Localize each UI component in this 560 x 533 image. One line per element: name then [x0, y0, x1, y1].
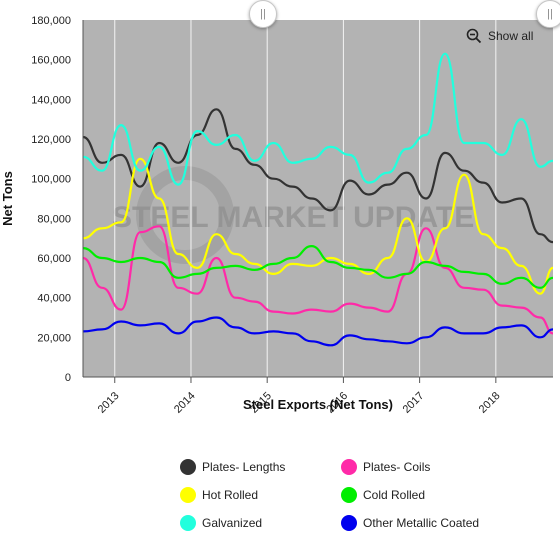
y-axis: 0 20,000 40,000 60,000 80,000 100,000 120,000 1… [31, 15, 84, 384]
series-line-cold-rolled[interactable] [82, 245, 554, 289]
series-line-other-metallic-coated[interactable] [82, 316, 554, 347]
legend-item[interactable]: Hot Rolled [180, 487, 258, 503]
legend-marker [341, 459, 357, 475]
y-tick-label: 120,000 [31, 134, 71, 146]
legend-item[interactable]: Cold Rolled [341, 487, 425, 503]
x-tick-label: 2017 [401, 390, 427, 416]
series-line-plates-coils[interactable] [82, 225, 554, 335]
legend-marker [180, 459, 196, 475]
legend-label: Plates- Lengths [202, 460, 286, 474]
x-axis-title: Steel Exports (Net Tons) [243, 397, 393, 412]
legend-marker [341, 487, 357, 503]
legend-marker [341, 515, 357, 531]
y-tick-label: 100,000 [31, 174, 71, 186]
legend-item[interactable]: Plates- Coils [341, 459, 430, 475]
series-layer [82, 52, 554, 347]
legend-item[interactable]: Other Metallic Coated [341, 515, 479, 531]
legend-item[interactable]: Plates- Lengths [180, 459, 285, 475]
y-axis-title: Net Tons [0, 171, 15, 226]
y-tick-label: 80,000 [37, 213, 71, 225]
series-line-hot-rolled[interactable] [82, 157, 554, 295]
y-tick-label: 40,000 [37, 293, 71, 305]
legend-label: Hot Rolled [202, 488, 259, 502]
navigator-right-handle[interactable]: || [536, 0, 560, 28]
x-tick-label: 2014 [172, 390, 198, 416]
navigator-left-handle[interactable]: || [249, 0, 277, 28]
y-tick-label: 140,000 [31, 94, 71, 106]
show-all-label: Show all [488, 29, 534, 43]
legend-label: Plates- Coils [363, 460, 431, 474]
y-tick-label: 0 [65, 372, 71, 384]
legend-label: Other Metallic Coated [363, 516, 480, 530]
series-line-galvanized[interactable] [82, 52, 554, 186]
x-axis: 2013 2014 2015 2016 2017 2018 [83, 376, 553, 416]
x-tick-label: 2018 [477, 390, 503, 416]
legend-marker [180, 487, 196, 503]
legend-item[interactable]: Galvanized [180, 515, 262, 531]
y-tick-label: 180,000 [31, 15, 71, 27]
legend-label: Galvanized [202, 516, 263, 530]
x-tick-label: 2013 [96, 390, 122, 416]
y-tick-label: 60,000 [37, 253, 71, 265]
zoom-out-icon [466, 28, 482, 44]
legend-label: Cold Rolled [363, 488, 426, 502]
y-tick-label: 160,000 [31, 55, 71, 67]
y-tick-label: 20,000 [37, 332, 71, 344]
legend-marker [180, 515, 196, 531]
series-line-plates-lengths[interactable] [82, 108, 554, 244]
show-all-button[interactable]: Show all [466, 28, 533, 44]
